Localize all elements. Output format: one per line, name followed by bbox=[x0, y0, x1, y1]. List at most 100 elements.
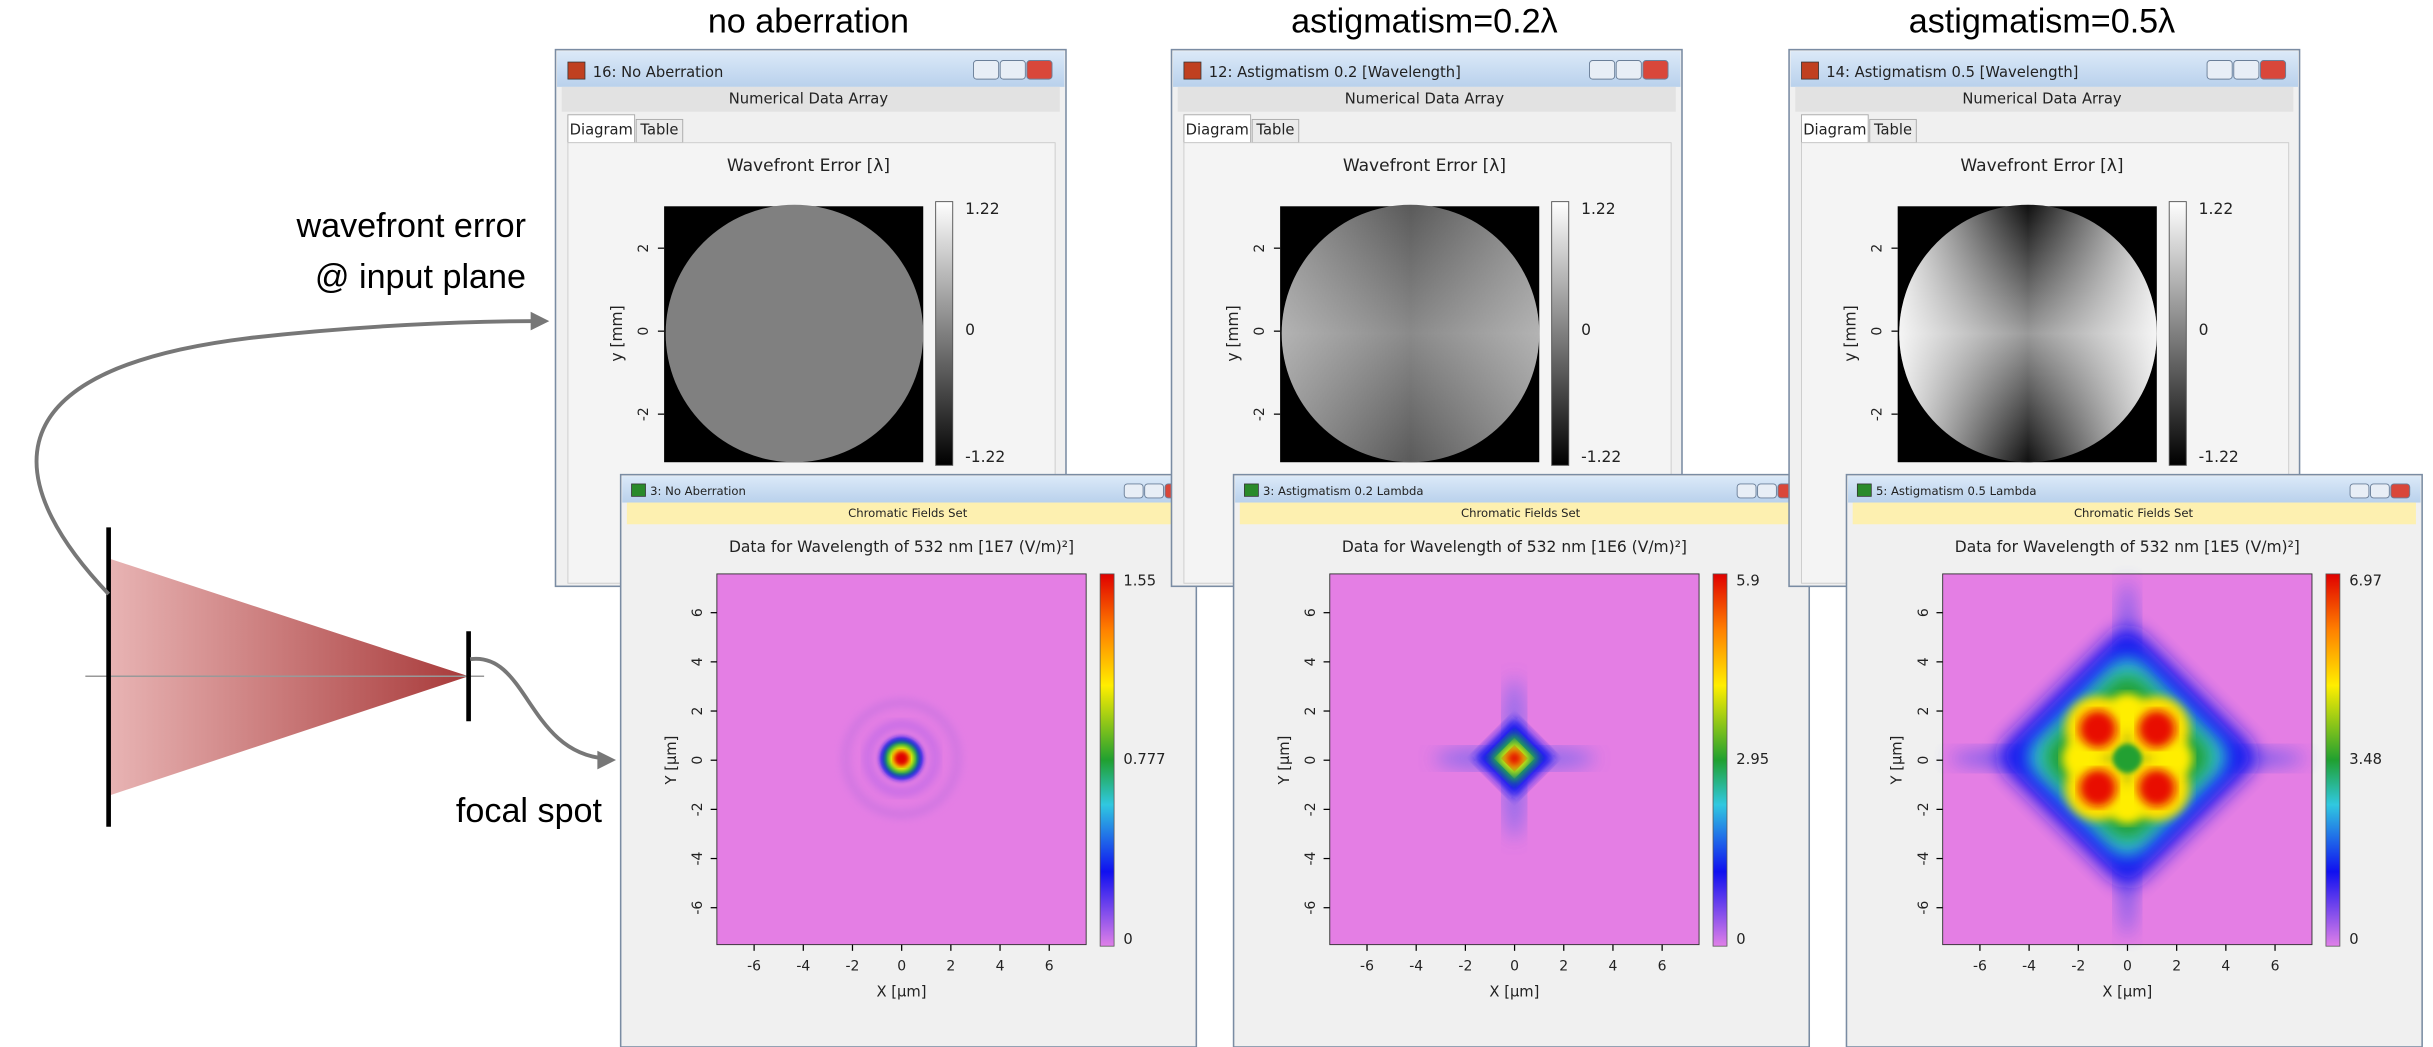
spot-level bbox=[893, 750, 910, 767]
y-tick-label: -6 bbox=[1303, 901, 1319, 915]
minimize-button[interactable] bbox=[2206, 60, 2233, 80]
window-icon bbox=[1856, 483, 1872, 497]
field-window: 3: No Aberration Chromatic Fields Set Data… bbox=[619, 473, 1198, 1047]
colorbar-label: 0 bbox=[1123, 931, 1132, 948]
focal-spot bbox=[843, 700, 960, 817]
y-tick-label: 0 bbox=[1916, 756, 1932, 765]
x-tick-label: -2 bbox=[1458, 958, 1472, 974]
tab-label[interactable]: Table bbox=[1873, 121, 1912, 138]
close-button[interactable] bbox=[2390, 483, 2411, 499]
wavefront-shade bbox=[1899, 204, 2157, 463]
tab-label[interactable]: Diagram bbox=[570, 121, 633, 138]
maximize-button[interactable] bbox=[1757, 483, 1777, 499]
plot-title: Data for Wavelength of 532 nm [1E6 (V/m)… bbox=[1342, 538, 1687, 556]
tab-label[interactable]: Table bbox=[1255, 121, 1294, 138]
colorbar-label: 0 bbox=[1736, 931, 1745, 948]
x-tick-label: 0 bbox=[897, 958, 906, 974]
x-tick-label: -6 bbox=[1360, 958, 1374, 974]
plot-title: Wavefront Error [λ] bbox=[727, 156, 890, 176]
window-title: 3: Astigmatism 0.2 Lambda bbox=[1263, 484, 1424, 498]
close-button[interactable] bbox=[1642, 60, 1669, 80]
y-tick-label: 0 bbox=[690, 756, 706, 765]
x-tick-label: 2 bbox=[1559, 958, 1568, 974]
colorbar-label: 0.777 bbox=[1123, 751, 1165, 768]
colorbar-label: 1.22 bbox=[1581, 200, 1616, 218]
maximize-button[interactable] bbox=[2370, 483, 2390, 499]
y-tick-label: -6 bbox=[1916, 901, 1932, 915]
window-subtitle: Chromatic Fields Set bbox=[2074, 506, 2194, 520]
tab-label[interactable]: Diagram bbox=[1186, 121, 1249, 138]
minimize-button[interactable] bbox=[973, 60, 1000, 80]
tab-label[interactable]: Diagram bbox=[1803, 121, 1866, 138]
y-tick-label: -2 bbox=[1916, 802, 1932, 816]
window-icon bbox=[631, 483, 646, 497]
window-subtitle: Chromatic Fields Set bbox=[1461, 506, 1581, 520]
minimize-button[interactable] bbox=[1123, 483, 1144, 499]
spot-lobe bbox=[2108, 786, 2146, 824]
y-tick-label: 0 bbox=[1303, 756, 1319, 765]
spot-lobe bbox=[2108, 693, 2146, 731]
colorbar-label: 0 bbox=[965, 321, 975, 339]
window-title: 3: No Aberration bbox=[650, 484, 746, 498]
colorbar-label: 1.22 bbox=[965, 200, 1000, 218]
y-tick-label: 2 bbox=[690, 707, 706, 716]
y-tick-label: 2 bbox=[1252, 244, 1268, 253]
subtitle-band bbox=[1239, 502, 1804, 525]
colorbar bbox=[1712, 573, 1728, 947]
maximize-button[interactable] bbox=[1615, 60, 1642, 80]
spot-peak bbox=[2079, 769, 2117, 807]
colorbar-label: 6.97 bbox=[2349, 573, 2382, 590]
colorbar-label: -1.22 bbox=[1581, 448, 1621, 466]
subtitle-band bbox=[1795, 86, 2294, 112]
wavefront-disc bbox=[665, 204, 924, 463]
close-button[interactable] bbox=[1026, 60, 1053, 80]
maximize-button[interactable] bbox=[2233, 60, 2260, 80]
subtitle-band bbox=[1852, 502, 2416, 525]
colorbar-label: -1.22 bbox=[965, 448, 1005, 466]
colorbar-label: -1.22 bbox=[2199, 448, 2239, 466]
plot-title: Data for Wavelength of 532 nm [1E7 (V/m)… bbox=[729, 538, 1074, 556]
y-tick-label: -2 bbox=[636, 407, 652, 421]
y-tick-label: 4 bbox=[690, 657, 706, 666]
x-tick-label: -2 bbox=[846, 958, 860, 974]
axis-label: X [µm] bbox=[1489, 984, 1539, 1001]
y-tick-label: -4 bbox=[1303, 851, 1319, 865]
minimize-button[interactable] bbox=[2349, 483, 2370, 499]
y-tick-label: 2 bbox=[1916, 707, 1932, 716]
annotation: focal spot bbox=[456, 792, 603, 830]
x-tick-label: -6 bbox=[747, 958, 761, 974]
plot-title: Wavefront Error [λ] bbox=[1343, 156, 1506, 176]
window-icon bbox=[1801, 61, 1819, 80]
maximize-button[interactable] bbox=[999, 60, 1026, 80]
window-title: 14: Astigmatism 0.5 [Wavelength] bbox=[1826, 64, 2078, 81]
tab[interactable] bbox=[1801, 114, 1869, 144]
window-title: 12: Astigmatism 0.2 [Wavelength] bbox=[1209, 64, 1461, 81]
tab[interactable] bbox=[567, 114, 636, 144]
colorbar bbox=[935, 201, 954, 466]
arrowhead bbox=[597, 750, 617, 770]
title-bar bbox=[622, 476, 1195, 503]
maximize-button[interactable] bbox=[1144, 483, 1164, 499]
minimize-button[interactable] bbox=[1736, 483, 1757, 499]
colorbar-label: 0 bbox=[2349, 931, 2358, 948]
minimize-button[interactable] bbox=[1589, 60, 1616, 80]
x-tick-label: -2 bbox=[2071, 958, 2085, 974]
optics-sketch: wavefront error @ input plane focal spot bbox=[34, 207, 617, 830]
close-button[interactable] bbox=[2259, 60, 2287, 80]
x-tick-label: -6 bbox=[1973, 958, 1987, 974]
window-subtitle: Numerical Data Array bbox=[1345, 90, 1505, 107]
y-tick-label: 6 bbox=[1916, 608, 1932, 617]
subtitle-band bbox=[626, 502, 1191, 525]
subtitle-band bbox=[1177, 86, 1676, 112]
title-bar bbox=[1235, 476, 1808, 503]
y-tick-label: -2 bbox=[1870, 407, 1886, 421]
panel-heading: no aberration bbox=[708, 2, 909, 40]
window-subtitle: Numerical Data Array bbox=[729, 90, 889, 107]
y-tick-label: 4 bbox=[1303, 657, 1319, 666]
window-subtitle: Chromatic Fields Set bbox=[848, 506, 968, 520]
colorbar-label: 1.22 bbox=[2199, 200, 2234, 218]
tab-label[interactable]: Table bbox=[639, 121, 678, 138]
y-tick-label: 4 bbox=[1916, 657, 1932, 666]
window-icon bbox=[1183, 61, 1202, 80]
